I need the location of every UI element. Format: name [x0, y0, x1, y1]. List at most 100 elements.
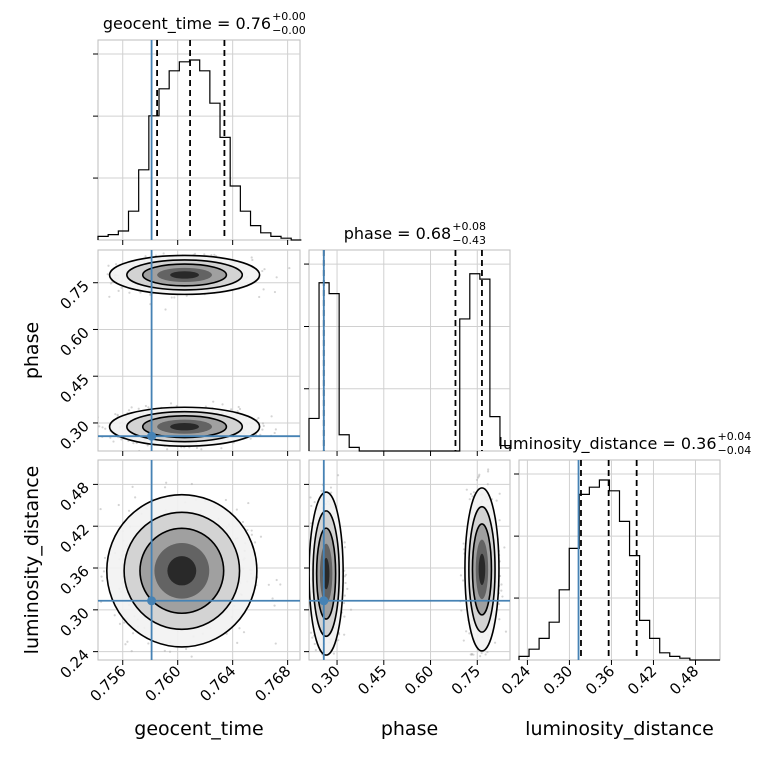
sample-point	[123, 621, 126, 624]
sample-point	[98, 425, 101, 428]
sample-point	[210, 253, 213, 257]
sample-point	[504, 630, 508, 633]
sample-point	[307, 561, 309, 563]
sample-point	[137, 407, 140, 410]
x-tick-label: 0.60	[401, 662, 437, 698]
sample-point	[310, 522, 313, 525]
sample-point	[344, 581, 347, 585]
y-tick-label: 0.60	[56, 324, 92, 360]
contour-line	[139, 527, 225, 615]
sample-point	[310, 504, 313, 508]
sample-point	[177, 450, 180, 451]
density-layer	[98, 481, 282, 663]
contour-line	[309, 491, 344, 656]
sample-point	[485, 681, 487, 683]
title-luminosity_distance: luminosity_distance = 0.36	[498, 434, 716, 454]
sample-point	[163, 649, 166, 652]
sample-point	[343, 575, 346, 578]
sample-point	[90, 441, 92, 443]
truth-marker	[319, 596, 329, 606]
sample-point	[460, 609, 463, 612]
sample-point	[144, 404, 148, 408]
sample-point	[314, 648, 317, 652]
sample-point	[503, 546, 506, 549]
sample-point	[343, 541, 346, 544]
sample-point	[160, 661, 162, 663]
sample-point	[242, 631, 246, 634]
sample-point	[250, 256, 253, 259]
sample-point	[262, 288, 265, 291]
sample-point	[168, 453, 170, 455]
contour-line	[108, 254, 261, 296]
sample-point	[130, 406, 133, 409]
sample-point	[275, 276, 278, 279]
sample-point	[311, 636, 314, 639]
sample-point	[235, 508, 238, 511]
sample-point	[288, 266, 291, 270]
y-axis-label-luminosity_distance: luminosity_distance	[21, 466, 43, 655]
sample-point	[479, 654, 482, 658]
sample-point	[193, 252, 197, 255]
sample-point	[273, 604, 276, 607]
sample-point	[246, 528, 249, 532]
x-tick-label: 0.75	[448, 662, 484, 698]
sample-point	[273, 290, 277, 294]
density-level	[170, 271, 199, 279]
sample-point	[164, 308, 167, 311]
diag-panel-luminosity_distance: luminosity_distance = 0.36 +0.04−0.04	[498, 430, 751, 665]
sample-point	[495, 499, 498, 502]
sample-point	[462, 542, 465, 545]
diag-panel-phase: phase = 0.68 +0.08−0.43	[304, 220, 511, 456]
sample-point	[115, 263, 118, 266]
sample-point	[120, 438, 123, 441]
contour-line	[471, 523, 493, 616]
sample-point	[126, 640, 129, 643]
y-tick-label: 0.75	[56, 277, 92, 313]
x-tick-label: 0.36	[582, 662, 618, 698]
sample-point	[279, 583, 282, 586]
panel-frame	[97, 39, 301, 241]
sample-point	[203, 253, 206, 256]
sample-point	[484, 666, 486, 668]
sample-point	[127, 409, 131, 412]
contour-line	[312, 510, 341, 638]
sample-point	[273, 431, 276, 435]
sample-point	[261, 422, 265, 425]
sample-point	[163, 486, 167, 489]
y-axis-label-phase: phase	[21, 322, 43, 379]
sample-point	[253, 541, 257, 544]
sample-point	[343, 615, 346, 618]
sample-point	[108, 295, 111, 298]
contour-line	[315, 527, 337, 620]
contour-line	[468, 505, 496, 633]
sample-point	[147, 642, 150, 645]
sample-point	[342, 664, 344, 666]
contour-line	[123, 511, 241, 631]
density-level	[478, 553, 486, 586]
sample-point	[139, 291, 142, 294]
contour-line	[141, 415, 228, 439]
sample-point	[190, 482, 193, 486]
sample-point	[486, 483, 489, 486]
x-tick-label: 0.48	[666, 662, 702, 698]
sample-point	[465, 630, 468, 633]
sample-point	[98, 431, 99, 433]
sample-point	[498, 492, 501, 495]
title-upper-err: +0.04	[718, 430, 752, 443]
title-phase: phase = 0.68	[344, 224, 451, 243]
sample-point	[204, 405, 207, 408]
x-axis-label-geocent_time: geocent_time	[134, 718, 263, 740]
sample-point	[261, 269, 264, 273]
sample-point	[131, 632, 135, 635]
sample-point	[169, 246, 171, 248]
sample-point	[98, 621, 99, 624]
x-tick-label: 0.756	[86, 662, 129, 705]
sample-point	[230, 408, 233, 411]
sample-point	[275, 578, 278, 582]
histogram-step	[308, 273, 511, 452]
sample-point	[309, 547, 310, 549]
sample-point	[103, 556, 107, 560]
sample-point	[480, 651, 483, 655]
pair-panel-geocent_time-luminosity_distance	[93, 459, 301, 665]
sample-point	[106, 273, 109, 276]
